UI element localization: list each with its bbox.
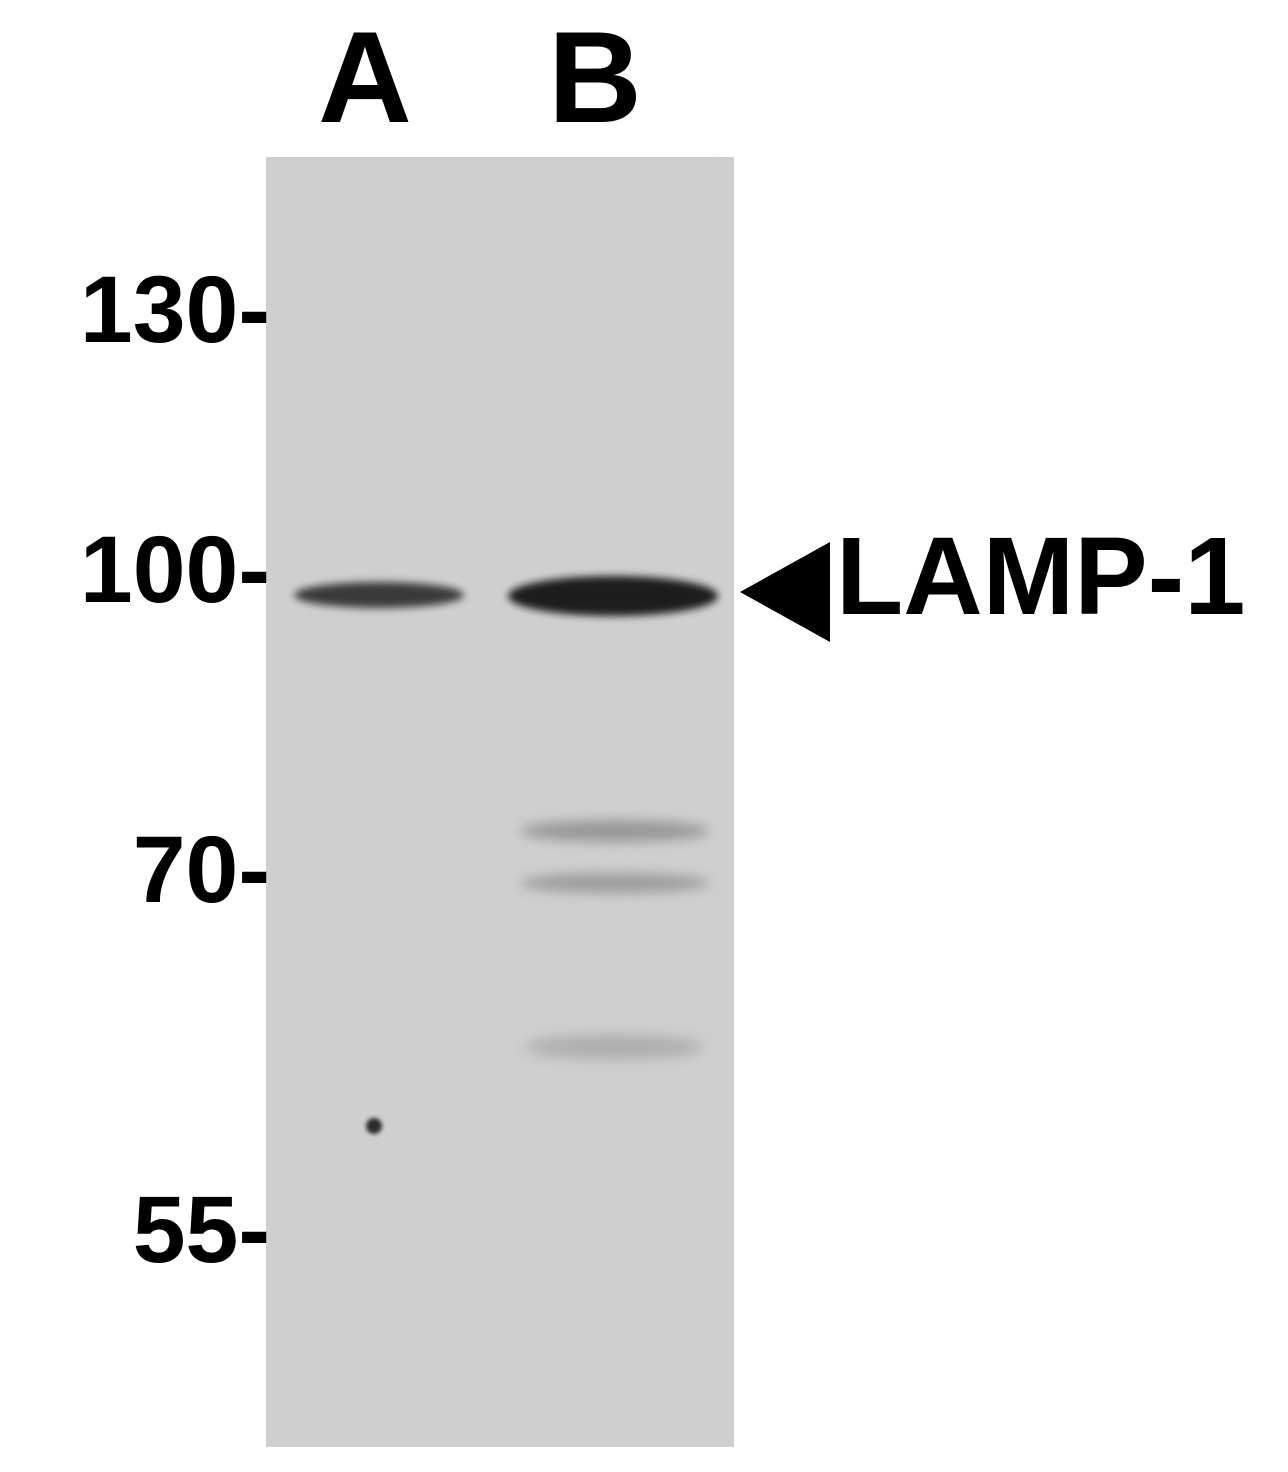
band-B-4: [524, 1035, 704, 1059]
lane-label-b: B: [548, 12, 642, 142]
band-B-1: [508, 576, 718, 616]
figure-canvas: A B 130- 100- 70- 55- LAMP-1: [0, 0, 1288, 1472]
band-B-2: [520, 820, 710, 842]
artifact-spot-0: [366, 1118, 382, 1134]
protein-label-lamp1: LAMP-1: [836, 522, 1245, 632]
mw-marker-100: 100-: [20, 523, 270, 618]
mw-marker-55: 55-: [20, 1183, 270, 1278]
mw-marker-70: 70-: [20, 823, 270, 918]
pointer-arrow-icon: [740, 542, 830, 642]
mw-marker-130: 130-: [20, 263, 270, 358]
band-A-0: [294, 582, 464, 608]
blot-membrane: [266, 157, 734, 1447]
band-B-3: [520, 873, 710, 893]
lane-label-a: A: [318, 12, 412, 142]
film-grain: [266, 157, 734, 1447]
